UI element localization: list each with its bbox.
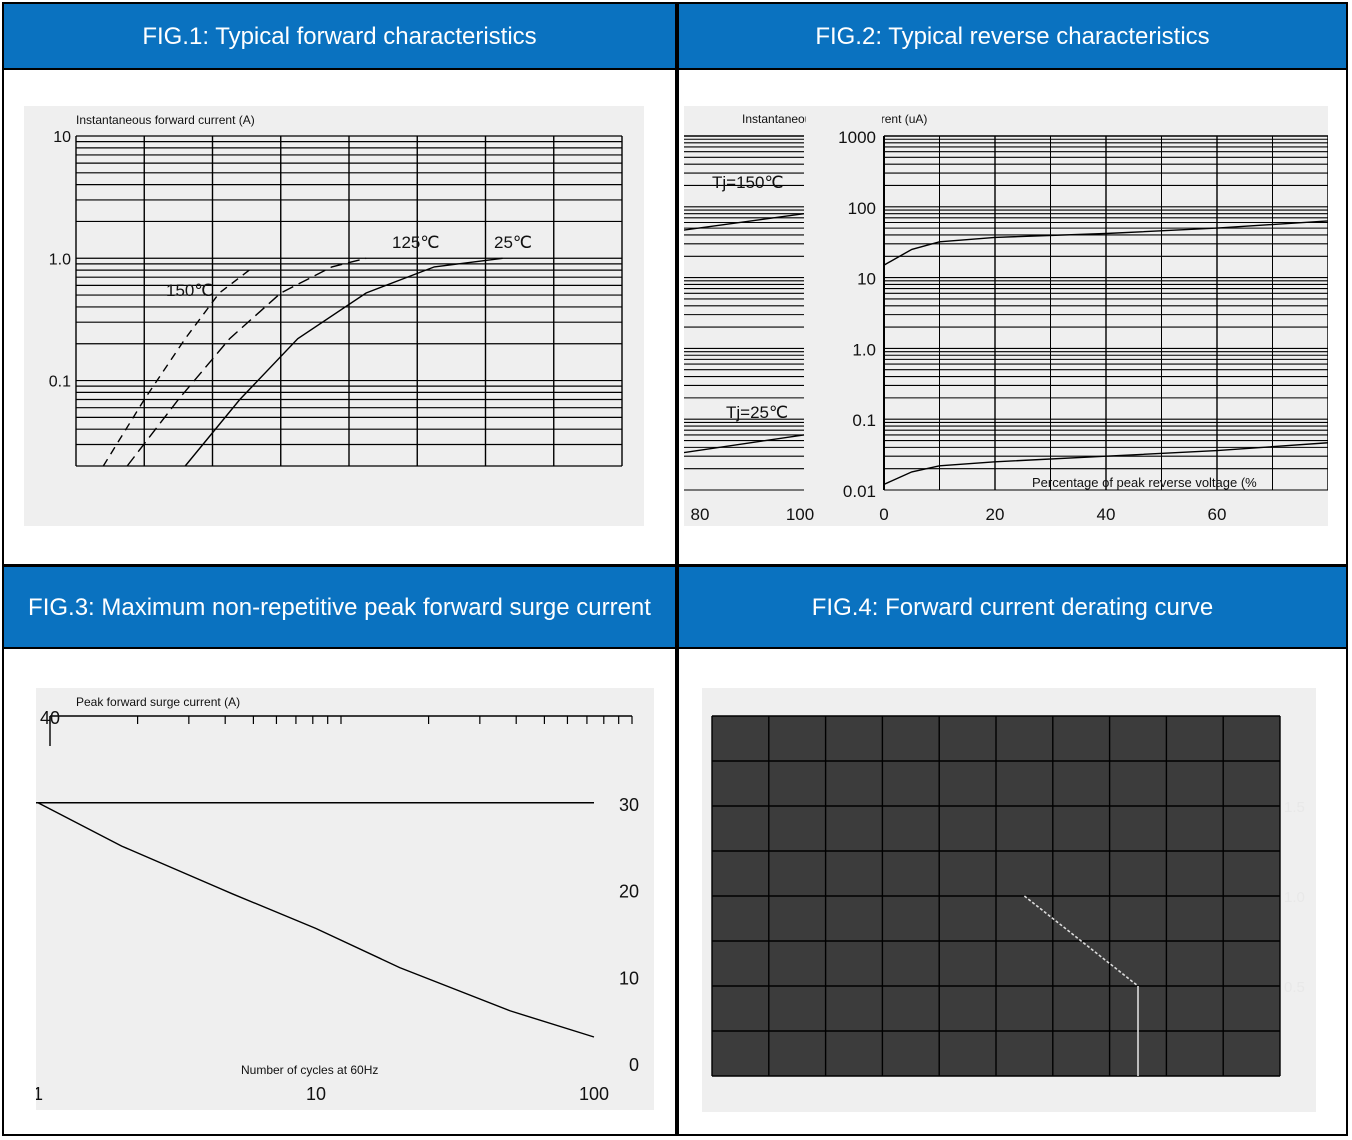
fig3-series-line (37, 802, 595, 1038)
fig3-xtick-label: 10 (306, 1084, 326, 1104)
fig3-header-border (4, 647, 675, 649)
fig1-series-line (126, 257, 367, 467)
fig2-ytick-label: 100 (848, 199, 876, 218)
fig4-ytick-label: 0.5 (1284, 979, 1305, 996)
fig3-ytick-label: 30 (619, 795, 639, 815)
fig2-xtick-label: 0 (879, 505, 888, 524)
fig2-xtick-label: 40 (1097, 505, 1116, 524)
fig3-plot-bg (36, 688, 654, 1110)
fig2-xtick-label: 60 (1208, 505, 1227, 524)
fig3-ytick-label: 0 (629, 1055, 639, 1075)
fig2-series-line-left (684, 434, 805, 454)
fig1-title: FIG.1: Typical forward characteristics (142, 22, 537, 50)
fig2-xtick-label: 80 (691, 505, 710, 524)
fig4-series (1023, 895, 1139, 1076)
fig3-ytick-label: 10 (619, 968, 639, 988)
fig2-ytick-label: 0.1 (852, 411, 876, 430)
fig4-header-border (679, 647, 1346, 649)
fig1-legend-125: 125℃ (392, 233, 439, 252)
fig2-ytick-label: 1.0 (852, 340, 876, 359)
fig2-series-line (883, 442, 1328, 486)
fig3-title: FIG.3: Maximum non-repetitive peak forwa… (28, 593, 651, 621)
fig2-ytick-label: 1000 (838, 128, 876, 147)
fig1-ylabel: Instantaneous forward current (A) (76, 113, 255, 127)
fig2-series-line-left (684, 212, 805, 231)
fig1-ytick-label: 10 (53, 129, 71, 146)
fig2-series (684, 212, 1328, 486)
fig4-series-line (1023, 895, 1139, 987)
fig2-grid (684, 106, 1328, 526)
fig4-grid (711, 715, 1281, 1077)
fig3-axes (36, 715, 633, 804)
fig2-ytick-label: 10 (857, 270, 876, 289)
fig1-legend-25: 25℃ (494, 233, 532, 252)
fig1-legend-150: 150℃ (166, 281, 213, 300)
fig1-plot-bg (24, 106, 644, 526)
row-divider (2, 564, 1348, 567)
fig1-ytick-label: 0.1 (49, 374, 71, 391)
fig4-chart: 1.5 1.0 0.5 (702, 688, 1316, 1112)
fig4-ytick-label: 1.5 (1284, 799, 1305, 816)
fig3-ylabel: Peak forward surge current (A) (76, 695, 240, 709)
fig1-xaxis-band (24, 484, 644, 526)
fig4-tick-labels: 1.5 1.0 0.5 (1284, 799, 1305, 996)
fig2-chart: Instantaneous reverse current (uA) 10001… (684, 106, 1328, 526)
fig2-legend-150: Tj=150℃ (712, 173, 784, 192)
fig2-legend-25: Tj=25℃ (726, 403, 788, 422)
fig2-header-border (679, 68, 1346, 70)
fig1-grid (75, 135, 623, 467)
fig1-header-border (4, 68, 675, 70)
fig3-ytick-label: 20 (619, 882, 639, 902)
fig4-header: FIG.4: Forward current derating curve (679, 567, 1346, 647)
fig4-ytick-label: 1.0 (1284, 889, 1305, 906)
fig3-xtick-label: 100 (579, 1084, 609, 1104)
column-divider (675, 2, 679, 1136)
fig1-series (24, 257, 644, 526)
fig3-header: FIG.3: Maximum non-repetitive peak forwa… (4, 567, 675, 647)
fig2-series-line (883, 220, 1328, 266)
fig3-xtick-label: 1 (36, 1084, 43, 1104)
fig2-gap (806, 106, 882, 526)
fig1-header: FIG.1: Typical forward characteristics (4, 4, 675, 68)
fig1-chart: Instantaneous forward current (A) 10 1.0 0… (24, 106, 644, 526)
fig1-ytick-label: 1.0 (49, 251, 71, 268)
fig4-title: FIG.4: Forward current derating curve (811, 593, 1214, 621)
fig2-header: FIG.2: Typical reverse characteristics (679, 4, 1346, 68)
fig2-title: FIG.2: Typical reverse characteristics (815, 22, 1210, 50)
fig2-xtick-label: 100 (786, 505, 814, 524)
fig1-series-line (184, 257, 503, 467)
fig3-ytick-label: 40 (40, 708, 60, 728)
fig2-plot-bg (684, 106, 1328, 526)
fig2-tick-labels: 1000 100 10 1.0 0.1 0.010 20 40 60 80 100 (691, 128, 1227, 524)
fig2-ytick-label: 0.01 (843, 482, 876, 501)
fig2-xlabel: Percentage of peak reverse voltage (% (1032, 475, 1257, 490)
fig3-chart: Peak forward surge current (A) Number of… (36, 688, 654, 1110)
fig1-tick-labels: 10 1.0 0.1 (49, 129, 71, 391)
fig3-xlabel: Number of cycles at 60Hz (241, 1063, 378, 1077)
fig3-series (37, 802, 595, 1038)
fig2-xtick-label: 20 (986, 505, 1005, 524)
